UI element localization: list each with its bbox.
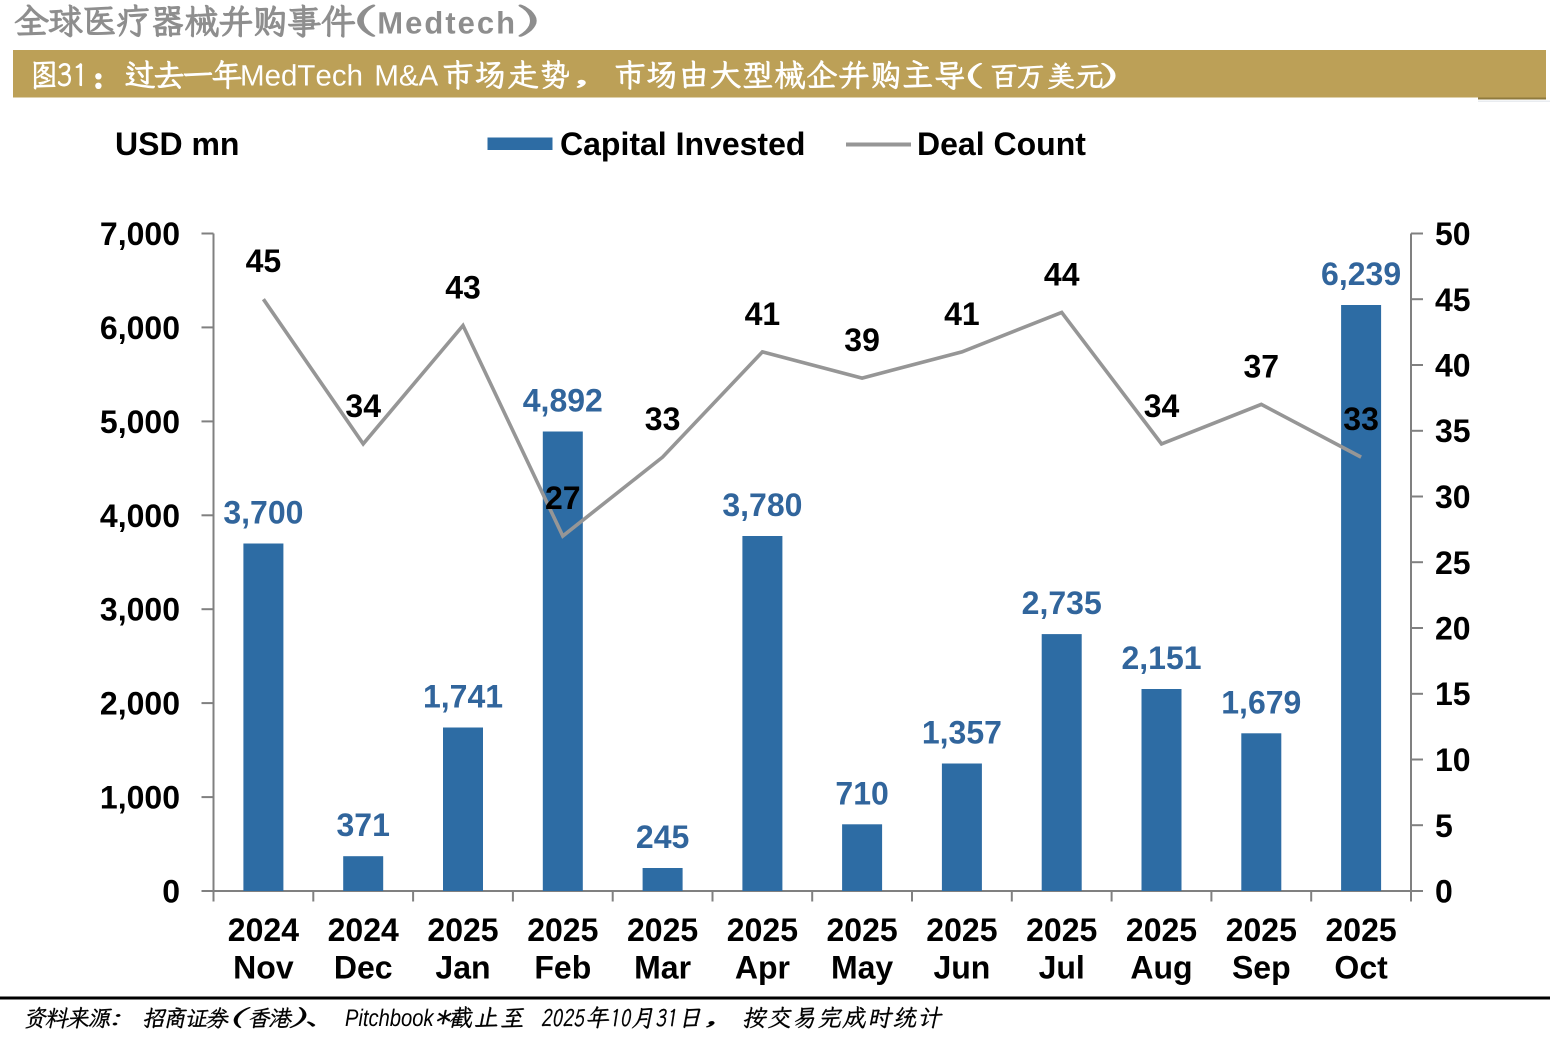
- svg-text:10: 10: [1435, 742, 1471, 778]
- svg-text:2025: 2025: [1126, 912, 1197, 948]
- svg-text:Jul: Jul: [1039, 950, 1085, 986]
- svg-text:2025: 2025: [1226, 912, 1297, 948]
- svg-text:6,000: 6,000: [100, 310, 180, 346]
- svg-text:4,000: 4,000: [100, 498, 180, 534]
- svg-text:1,741: 1,741: [423, 679, 503, 715]
- svg-text:Apr: Apr: [735, 950, 790, 986]
- svg-text:25: 25: [1435, 545, 1471, 581]
- svg-text:7,000: 7,000: [100, 216, 180, 252]
- svg-text:5: 5: [1435, 808, 1453, 844]
- svg-text:2025: 2025: [727, 912, 798, 948]
- svg-text:2025: 2025: [1326, 912, 1397, 948]
- svg-text:35: 35: [1435, 413, 1471, 449]
- svg-text:Sep: Sep: [1232, 950, 1291, 986]
- svg-text:33: 33: [645, 401, 681, 437]
- svg-text:Capital Invested: Capital Invested: [560, 126, 805, 162]
- svg-text:May: May: [831, 950, 893, 986]
- svg-text:710: 710: [835, 775, 888, 811]
- svg-text:40: 40: [1435, 348, 1471, 384]
- svg-text:2024: 2024: [328, 912, 399, 948]
- svg-text:2025: 2025: [926, 912, 997, 948]
- svg-text:30: 30: [1435, 479, 1471, 515]
- svg-text:2024: 2024: [228, 912, 299, 948]
- svg-text:2025: 2025: [627, 912, 698, 948]
- svg-text:2,735: 2,735: [1022, 585, 1102, 621]
- svg-text:3,000: 3,000: [100, 592, 180, 628]
- svg-text:44: 44: [1044, 256, 1080, 292]
- svg-text:2025: 2025: [1026, 912, 1097, 948]
- svg-text:Mar: Mar: [634, 950, 691, 986]
- svg-text:2,151: 2,151: [1121, 640, 1201, 676]
- svg-text:41: 41: [944, 296, 980, 332]
- svg-text:2025: 2025: [827, 912, 898, 948]
- svg-text:39: 39: [844, 322, 880, 358]
- svg-text:Jan: Jan: [435, 950, 490, 986]
- svg-text:20: 20: [1435, 611, 1471, 647]
- svg-text:3,780: 3,780: [722, 487, 802, 523]
- svg-text:5,000: 5,000: [100, 404, 180, 440]
- svg-text:Dec: Dec: [334, 950, 393, 986]
- svg-text:Jun: Jun: [933, 950, 990, 986]
- svg-text:2,000: 2,000: [100, 686, 180, 722]
- svg-text:2025: 2025: [527, 912, 598, 948]
- svg-text:0: 0: [162, 874, 180, 910]
- svg-text:27: 27: [545, 480, 581, 516]
- svg-text:Nov: Nov: [233, 950, 294, 986]
- svg-text:245: 245: [636, 819, 689, 855]
- svg-text:Aug: Aug: [1130, 950, 1192, 986]
- svg-text:34: 34: [1144, 388, 1180, 424]
- svg-text:Feb: Feb: [534, 950, 591, 986]
- svg-text:Deal Count: Deal Count: [917, 126, 1086, 162]
- svg-text:50: 50: [1435, 216, 1471, 252]
- svg-text:0: 0: [1435, 874, 1453, 910]
- svg-text:1,357: 1,357: [922, 715, 1002, 751]
- svg-text:45: 45: [1435, 282, 1471, 318]
- svg-text:1,000: 1,000: [100, 780, 180, 816]
- svg-text:6,239: 6,239: [1321, 256, 1401, 292]
- svg-text:33: 33: [1343, 401, 1379, 437]
- svg-text:37: 37: [1244, 348, 1280, 384]
- svg-text:371: 371: [337, 807, 390, 843]
- svg-text:34: 34: [345, 388, 381, 424]
- svg-text:1,679: 1,679: [1221, 684, 1301, 720]
- svg-text:45: 45: [246, 243, 282, 279]
- svg-text:41: 41: [745, 296, 781, 332]
- svg-text:15: 15: [1435, 676, 1471, 712]
- svg-text:4,892: 4,892: [523, 383, 603, 419]
- svg-text:3,700: 3,700: [223, 495, 303, 531]
- svg-text:2025: 2025: [427, 912, 498, 948]
- svg-text:Oct: Oct: [1334, 950, 1388, 986]
- svg-text:USD mn: USD mn: [115, 126, 239, 162]
- svg-text:43: 43: [445, 270, 481, 306]
